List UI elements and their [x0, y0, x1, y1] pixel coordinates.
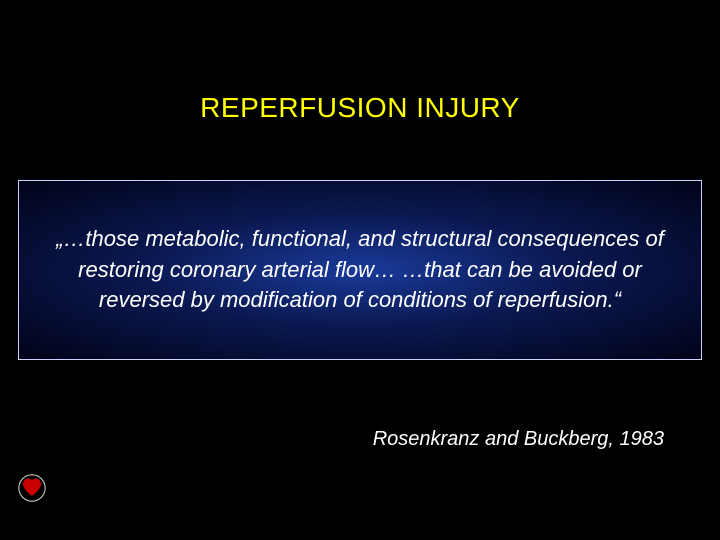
slide-title: REPERFUSION INJURY — [0, 92, 720, 124]
quote-text: „…those metabolic, functional, and struc… — [47, 224, 673, 316]
citation-text: Rosenkranz and Buckberg, 1983 — [373, 428, 664, 451]
heart-icon — [18, 474, 46, 502]
quote-box: „…those metabolic, functional, and struc… — [18, 180, 702, 360]
